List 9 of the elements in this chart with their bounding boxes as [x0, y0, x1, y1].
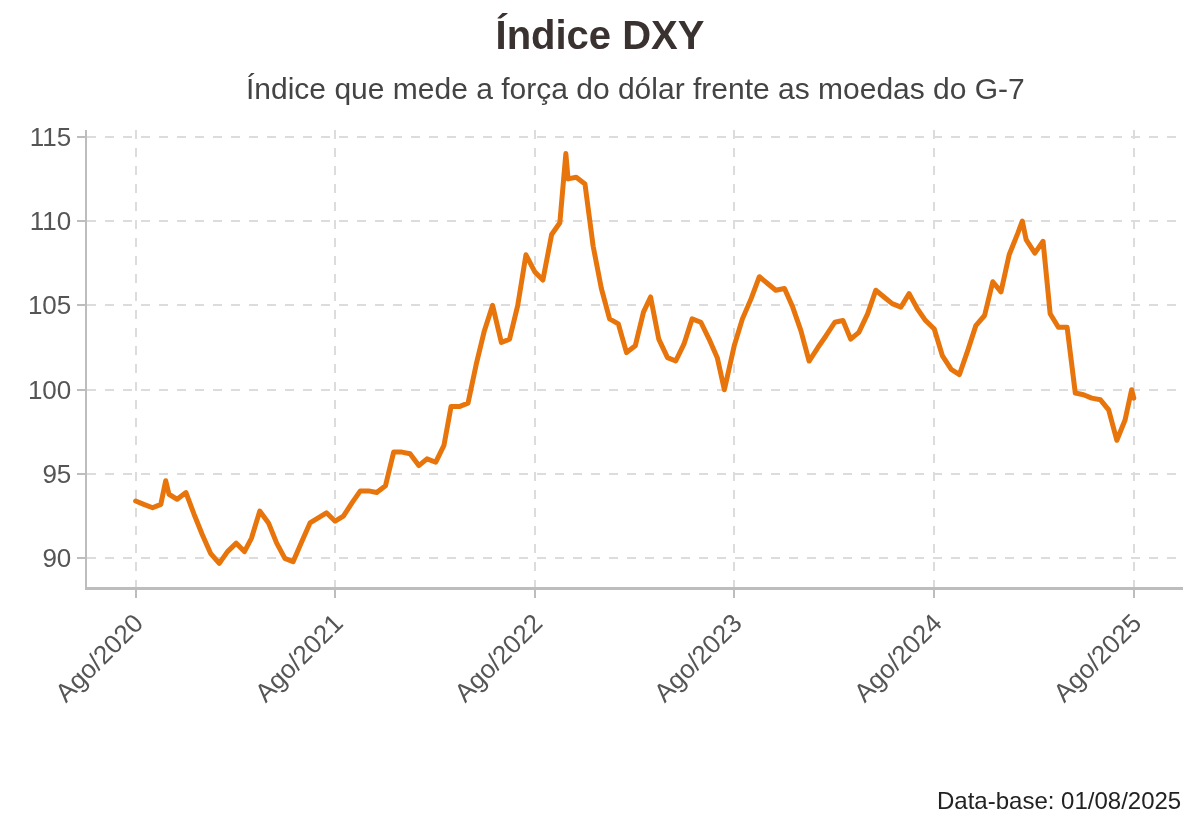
y-tick-label: 90 [42, 543, 72, 574]
y-tick-label: 105 [27, 290, 72, 321]
y-tick-label: 100 [27, 374, 72, 405]
y-tick-label: 95 [42, 459, 72, 490]
text: Data-base: 01/08/2025 [937, 787, 1182, 814]
y-tick-label: 115 [29, 121, 72, 152]
chart-title: Índice DXY [495, 12, 705, 57]
y-tick-label: 110 [29, 206, 72, 237]
chart-subtitle: Índice que mede a força do dólar frente as moedas do G-7 [246, 72, 1025, 105]
